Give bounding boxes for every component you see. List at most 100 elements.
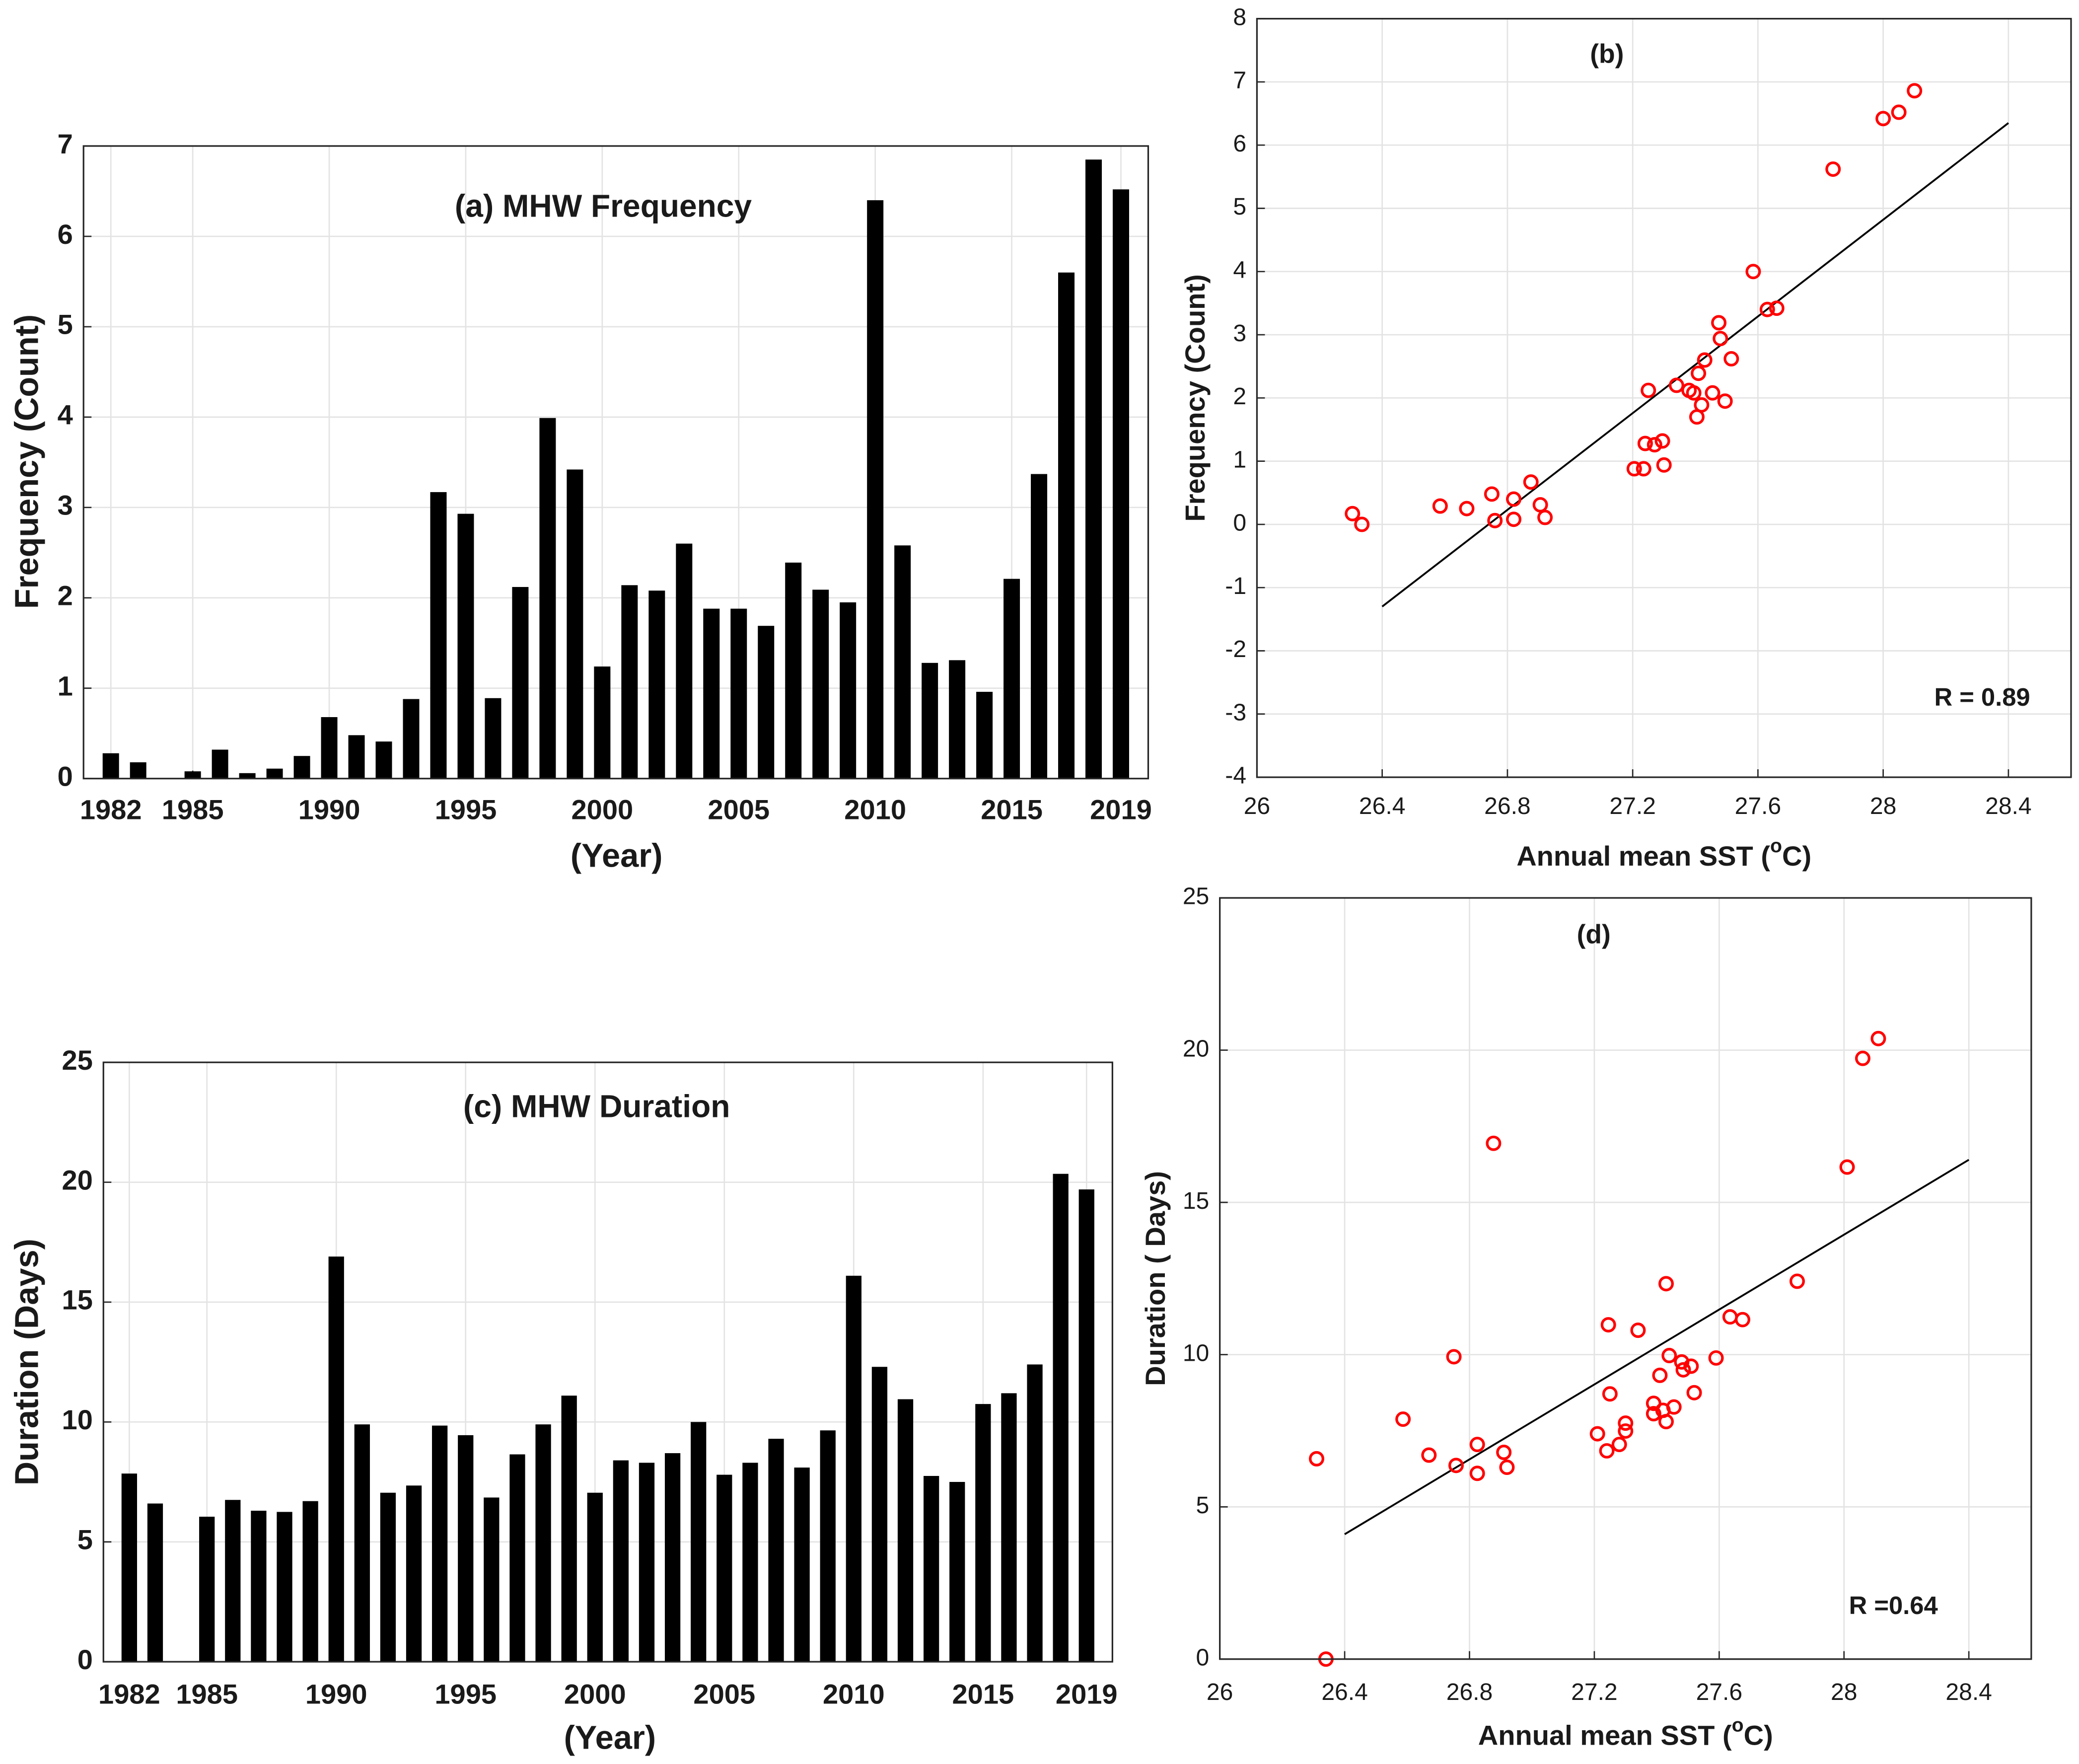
- x-tick-label: 28: [1870, 793, 1896, 819]
- scatter-point: [1486, 1135, 1502, 1151]
- y-tick-label: 4: [58, 399, 73, 431]
- bar: [328, 1256, 344, 1662]
- bar: [871, 1367, 888, 1662]
- scatter-point: [1683, 1358, 1699, 1374]
- bar: [1001, 1393, 1017, 1662]
- y-tick-label: 25: [62, 1044, 93, 1076]
- bar: [509, 1454, 525, 1662]
- y-tick-label: 3: [1233, 320, 1246, 347]
- bar: [121, 1473, 138, 1662]
- scatter-point: [1618, 1415, 1634, 1431]
- bar: [1058, 272, 1075, 779]
- bar: [1027, 1364, 1043, 1662]
- bar: [613, 1460, 629, 1662]
- bar: [184, 771, 201, 779]
- scatter-point: [1600, 1317, 1616, 1333]
- scatter-point: [1654, 433, 1670, 449]
- plot-area: [1219, 898, 2031, 1659]
- y-tick-label: 6: [1233, 130, 1246, 157]
- x-tick-label: 2005: [708, 794, 770, 825]
- scatter-point: [1694, 397, 1710, 413]
- bar: [785, 562, 802, 779]
- bar: [535, 1424, 551, 1662]
- bar: [567, 469, 583, 779]
- bar: [354, 1424, 370, 1662]
- bar: [922, 662, 938, 779]
- scatter-point: [1708, 1350, 1724, 1366]
- bar: [794, 1468, 810, 1662]
- x-tick-label: 2010: [823, 1678, 885, 1709]
- x-tick-label: 1995: [435, 794, 497, 825]
- x-tick-label: 1995: [434, 1678, 497, 1709]
- chart-title: (a) MHW Frequency: [455, 188, 752, 223]
- scatter-point: [1345, 506, 1361, 521]
- scatter-point: [1875, 111, 1891, 127]
- bar: [302, 1501, 318, 1662]
- x-axis-label-part: C): [1744, 1719, 1773, 1751]
- bar: [1031, 474, 1048, 779]
- scatter-point: [1658, 1414, 1674, 1430]
- scatter-point: [1745, 264, 1761, 280]
- bar: [924, 1475, 939, 1662]
- scatter-point: [1421, 1447, 1437, 1463]
- bar: [251, 1510, 267, 1662]
- y-tick-label: 0: [1196, 1644, 1210, 1671]
- x-axis-label: Annual mean SST (oC): [1516, 835, 1811, 871]
- scatter-point: [1537, 510, 1553, 525]
- x-tick-label: 26.4: [1359, 793, 1406, 819]
- x-tick-label: 2005: [693, 1678, 755, 1709]
- bar: [458, 1435, 474, 1662]
- x-tick-label: 2000: [564, 1678, 626, 1709]
- bar: [266, 768, 283, 779]
- bar: [768, 1439, 784, 1662]
- y-tick-label: 20: [1183, 1035, 1209, 1062]
- bar: [1078, 1189, 1094, 1662]
- y-axis-label: Frequency (Count): [8, 314, 45, 609]
- scatter-point: [1713, 331, 1728, 347]
- x-tick-label: 26: [1207, 1679, 1233, 1705]
- x-axis-label: (Year): [564, 1719, 656, 1756]
- bar: [321, 717, 338, 779]
- x-tick-label: 2015: [981, 794, 1043, 825]
- x-tick-label: 27.6: [1735, 793, 1782, 819]
- scatter-point: [1705, 385, 1721, 401]
- scatter-point: [1637, 436, 1653, 451]
- bar: [587, 1492, 603, 1662]
- bar: [403, 699, 420, 779]
- bar: [897, 1399, 914, 1662]
- bar: [212, 749, 228, 779]
- axes-frame: [1219, 897, 2032, 1660]
- scatter-point: [1675, 1362, 1691, 1378]
- annotation: R = 0.89: [1934, 683, 2030, 711]
- bar: [976, 692, 993, 779]
- y-tick-label: 15: [62, 1284, 93, 1316]
- bar: [1112, 189, 1129, 779]
- x-axis-label-part: Annual mean SST (: [1478, 1719, 1732, 1751]
- scatter-point: [1686, 1385, 1702, 1400]
- chart-title: (c) MHW Duration: [463, 1089, 730, 1124]
- scatter-point: [1636, 461, 1651, 477]
- scatter-point: [1532, 497, 1548, 513]
- x-tick-label: 1990: [298, 794, 360, 825]
- y-tick-label: -3: [1225, 699, 1246, 726]
- x-tick-label: 26.8: [1484, 793, 1531, 819]
- x-tick-label: 2015: [952, 1678, 1014, 1709]
- bar: [975, 1404, 991, 1662]
- bar: [293, 756, 310, 779]
- y-tick-label: 4: [1233, 256, 1246, 283]
- x-tick-label: 2019: [1056, 1678, 1118, 1709]
- bar: [225, 1500, 241, 1662]
- scatter-point: [1686, 385, 1702, 401]
- scatter-point: [1354, 516, 1370, 532]
- bar: [676, 543, 693, 779]
- bar: [949, 1482, 965, 1662]
- bar: [949, 660, 966, 779]
- bar: [348, 735, 365, 779]
- bar: [894, 545, 911, 779]
- bar: [594, 666, 611, 779]
- scatter-point: [1602, 1386, 1618, 1402]
- axes-frame: [102, 1061, 1113, 1663]
- y-tick-label: 5: [1196, 1492, 1210, 1519]
- y-tick-label: 0: [77, 1644, 93, 1675]
- y-tick-label: 7: [58, 128, 73, 159]
